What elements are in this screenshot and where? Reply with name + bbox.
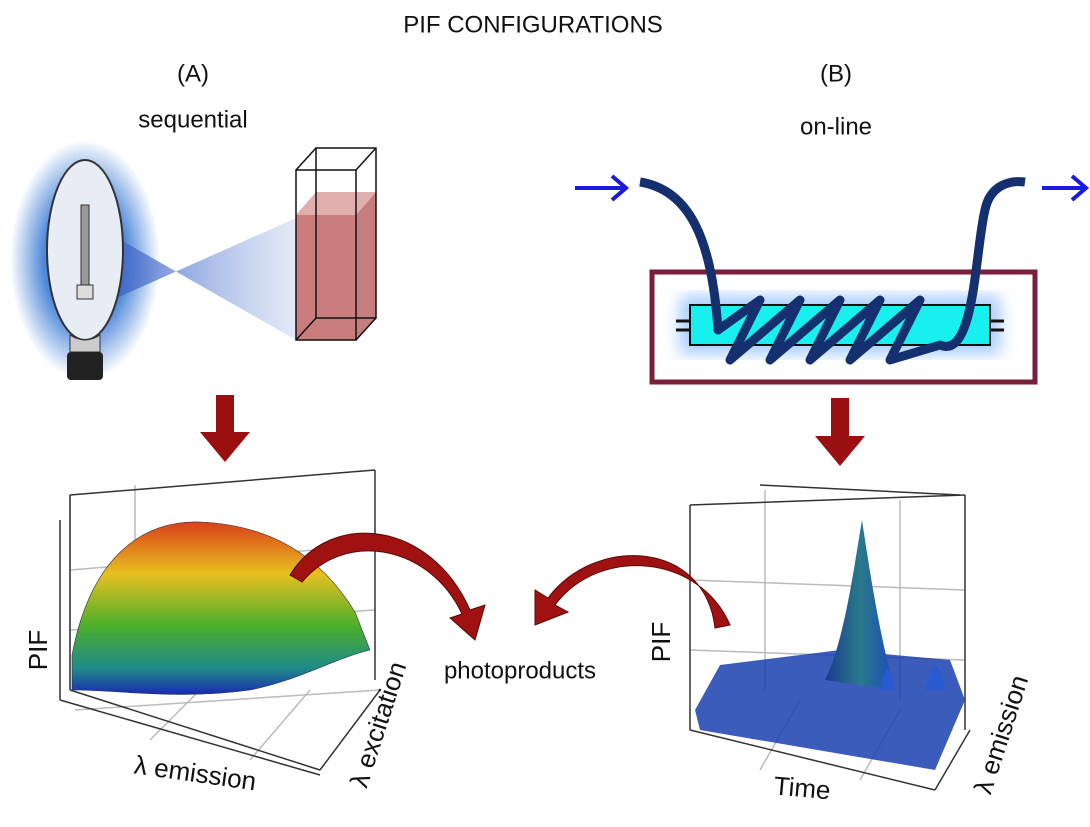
lamp-part <box>81 205 89 295</box>
surface-plot-part <box>825 520 895 690</box>
reactor <box>640 182 1035 382</box>
lamp-part <box>67 352 103 380</box>
lamp <box>10 140 296 380</box>
axis-label: Time <box>773 770 832 805</box>
cuvette-part-part <box>356 148 376 170</box>
down-arrow-part <box>815 398 865 466</box>
cuvette-part <box>296 215 356 340</box>
panel-mode: on-line <box>800 113 872 140</box>
surface-plot-part <box>695 650 965 770</box>
curved-arrow-part <box>535 556 730 628</box>
surface-plot-part-part <box>250 690 310 760</box>
surface-plot <box>690 485 970 790</box>
axis-label: PIF <box>646 622 676 662</box>
down-arrow <box>200 395 865 466</box>
surface-plot <box>60 470 380 775</box>
panel-label: (B) <box>820 60 852 87</box>
diagram: PIF CONFIGURATIONS (A) sequential (B) on… <box>0 0 1090 827</box>
surface-plot-part-part <box>690 580 965 590</box>
surface-plot-part-part <box>690 495 965 505</box>
lamp-part <box>77 285 93 299</box>
cuvette <box>296 148 376 340</box>
down-arrow-part <box>200 395 250 462</box>
panel-mode: sequential <box>138 106 247 133</box>
title: PIF CONFIGURATIONS <box>403 11 663 38</box>
surface-plot-part-part <box>70 470 375 495</box>
axis-label: λ emission <box>968 671 1034 797</box>
panel-label: (A) <box>177 60 209 87</box>
center-label: photoproducts <box>444 657 596 684</box>
surface-plot-part-part <box>760 485 960 495</box>
axis-label: λ emission <box>132 749 258 796</box>
cuvette-part-part <box>296 148 316 170</box>
axis-label: PIF <box>23 630 53 670</box>
